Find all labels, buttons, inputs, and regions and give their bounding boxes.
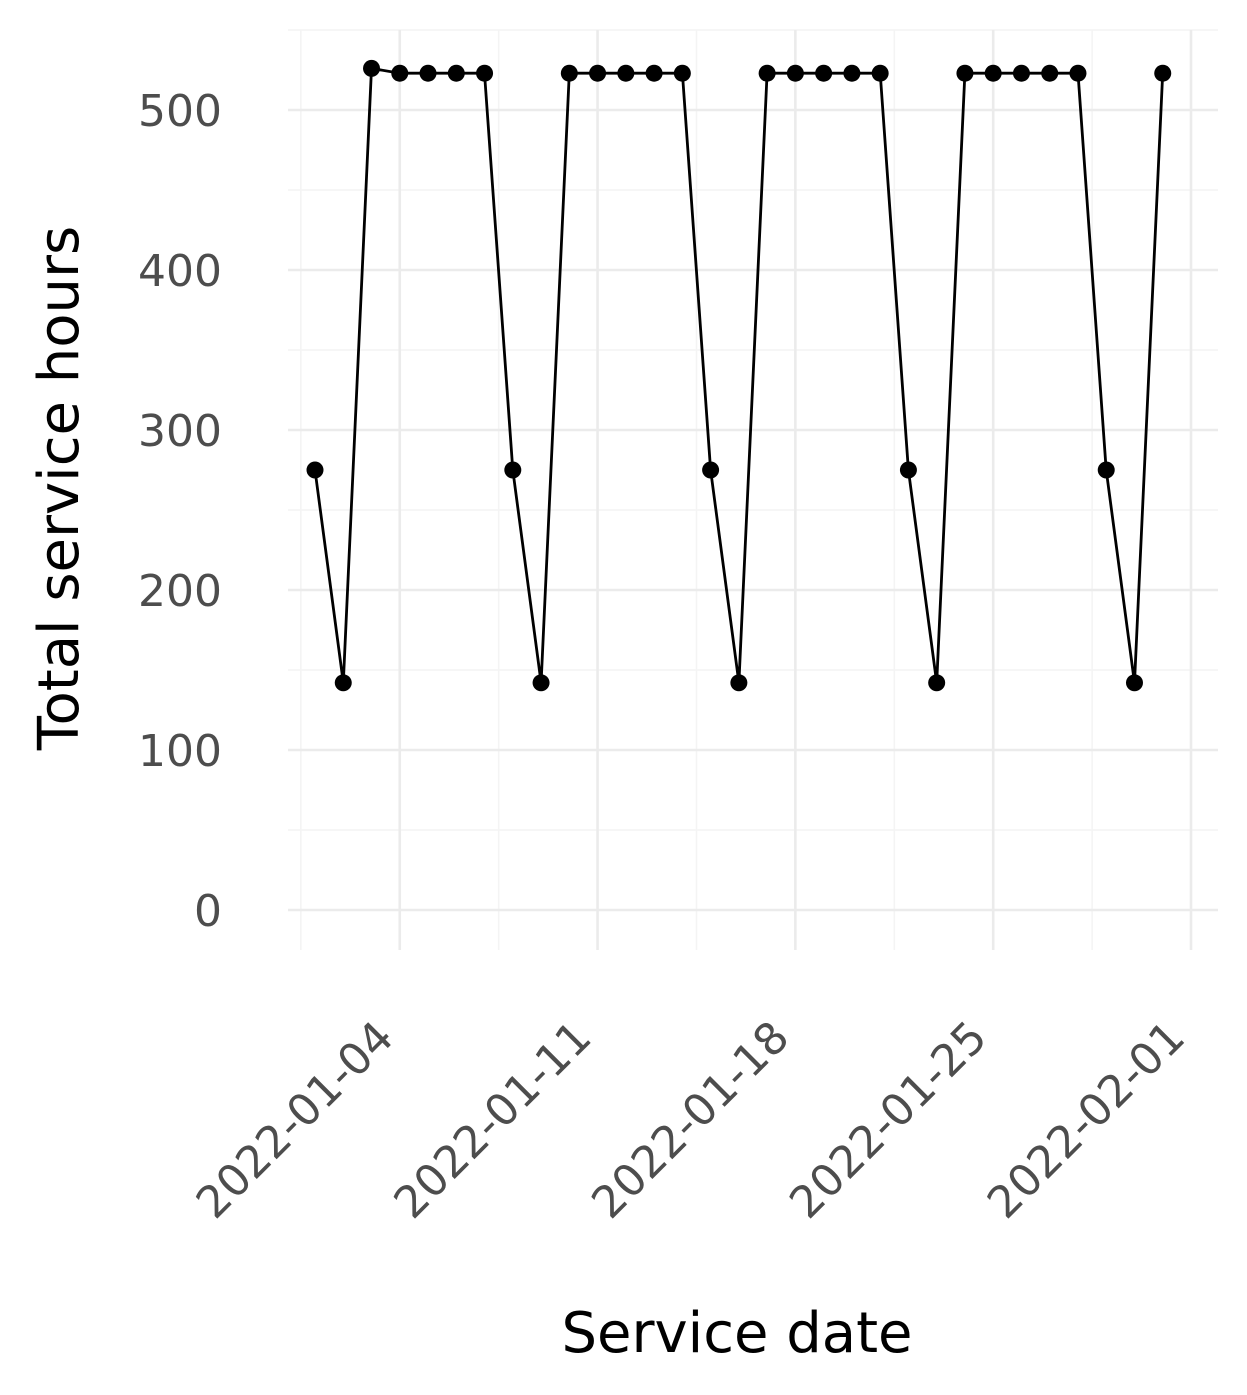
data-point <box>815 64 833 82</box>
data-point <box>758 64 776 82</box>
y-tick-label: 100 <box>138 726 222 777</box>
x-tick-label: 2022-01-25 <box>780 1012 997 1229</box>
major-gridlines <box>288 30 1218 950</box>
data-point <box>391 64 409 82</box>
data-point <box>673 64 691 82</box>
y-tick-label: 300 <box>138 406 222 457</box>
series-layer <box>306 59 1172 692</box>
data-point <box>447 64 465 82</box>
data-point <box>419 64 437 82</box>
data-point <box>1125 674 1143 692</box>
y-axis-ticks: 0 100 200 300 400 500 <box>138 86 222 937</box>
data-point <box>532 674 550 692</box>
x-tick-label: 2022-01-18 <box>582 1012 799 1229</box>
data-point <box>617 64 635 82</box>
data-point <box>589 64 607 82</box>
data-point <box>730 674 748 692</box>
data-point <box>786 64 804 82</box>
data-point <box>984 64 1002 82</box>
x-axis-ticks: 2022-01-042022-01-112022-01-182022-01-25… <box>187 1012 1195 1229</box>
x-tick-label: 2022-02-01 <box>978 1012 1195 1229</box>
x-tick-label: 2022-01-11 <box>384 1012 601 1229</box>
data-point <box>363 59 381 77</box>
data-point <box>871 64 889 82</box>
y-tick-label: 500 <box>138 86 222 137</box>
y-tick-label: 400 <box>138 246 222 297</box>
data-point <box>645 64 663 82</box>
data-point <box>928 674 946 692</box>
data-point <box>476 64 494 82</box>
data-point <box>334 674 352 692</box>
x-tick-label: 2022-01-04 <box>187 1012 404 1229</box>
y-tick-label: 0 <box>194 886 222 937</box>
data-point <box>504 461 522 479</box>
data-point <box>702 461 720 479</box>
x-axis-title: Service date <box>561 1301 912 1366</box>
data-point <box>1154 64 1172 82</box>
data-point <box>1041 64 1059 82</box>
minor-gridlines <box>288 29 1218 950</box>
data-point <box>306 461 324 479</box>
data-point <box>1012 64 1030 82</box>
y-tick-label: 200 <box>138 566 222 617</box>
data-point <box>560 64 578 82</box>
data-point <box>1097 461 1115 479</box>
data-point <box>956 64 974 82</box>
data-point <box>1069 64 1087 82</box>
data-point <box>899 461 917 479</box>
y-axis-title: Total service hours <box>27 226 92 751</box>
data-point <box>843 64 861 82</box>
